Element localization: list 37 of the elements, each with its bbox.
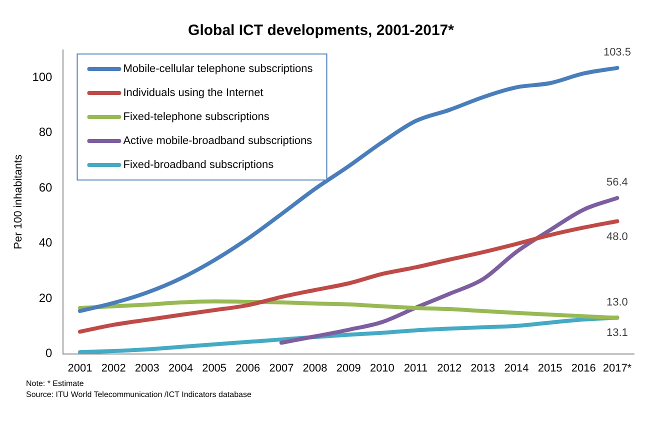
x-tick-label: 2012 [437, 362, 462, 374]
data-label: 103.5 [603, 46, 631, 58]
legend-label: Fixed-telephone subscriptions [123, 111, 270, 124]
x-tick-label: 2004 [168, 362, 193, 374]
legend-label: Individuals using the Internet [123, 87, 264, 100]
y-tick-label: 40 [38, 236, 53, 250]
x-tick-label: 2008 [302, 362, 328, 374]
x-tick-label: 2014 [504, 362, 529, 374]
text: Note: * Estimate [26, 378, 85, 389]
x-tick-label: 2006 [236, 362, 260, 374]
source-note: Source: ITU World Telecommunication /ICT Indicators database [26, 389, 252, 400]
x-tick-label: 2017* [602, 362, 632, 374]
data-label: 48.0 [606, 230, 628, 243]
y-tick-label: 60 [38, 180, 53, 194]
y-tick-label: 0 [46, 346, 53, 360]
data-label: 13.1 [606, 327, 628, 340]
x-tick-label: 2016 [571, 362, 596, 374]
chart-title: Global ICT developments, 2001-2017* [188, 22, 454, 40]
x-tick-label: 2009 [336, 362, 361, 374]
x-tick-label: 2013 [470, 362, 496, 374]
legend-label: Fixed-broadband subscriptions [123, 159, 274, 172]
legend-label: Active mobile-broadband subscriptions [123, 135, 313, 148]
x-tick-label: 2001 [68, 362, 92, 374]
x-tick-label: 2015 [538, 362, 562, 374]
y-axis-title: Per 100 inhabitants [12, 154, 25, 250]
x-tick-label: 2002 [101, 362, 126, 374]
x-tick-label: 2007 [269, 362, 294, 374]
y-tick-label: 100 [32, 70, 53, 84]
x-tick-label: 2011 [404, 362, 428, 374]
x-tick-label: 2010 [370, 362, 394, 374]
y-tick-label: 80 [38, 125, 53, 140]
data-label: 56.4 [606, 176, 628, 189]
x-tick-label: 2003 [134, 362, 160, 374]
data-label: 13.0 [606, 296, 628, 308]
y-tick-label: 20 [38, 290, 53, 305]
legend-label: Mobile-cellular telephone subscriptions [123, 63, 314, 76]
x-tick-label: 2005 [202, 362, 227, 374]
